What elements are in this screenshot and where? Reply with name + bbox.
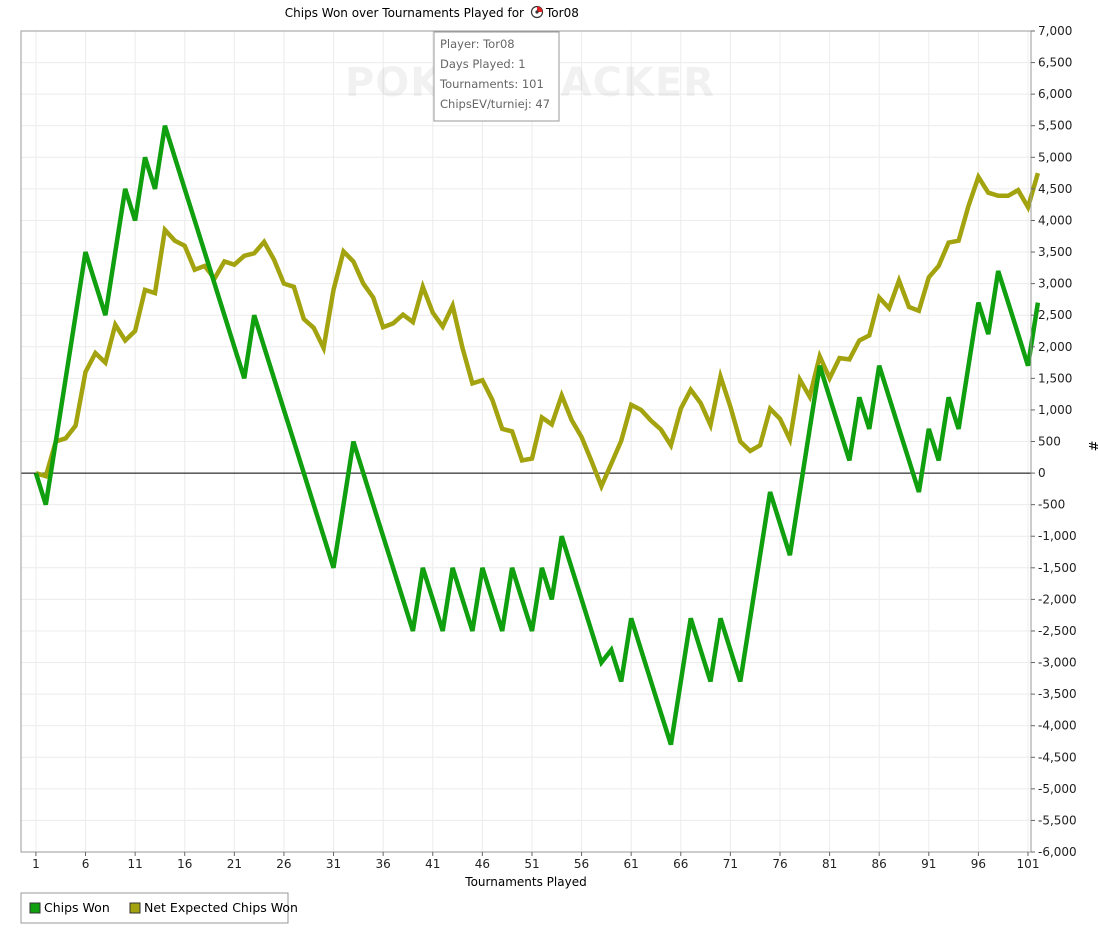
y-tick-label: -4,000 xyxy=(1038,719,1077,733)
y-tick-label: -1,000 xyxy=(1038,529,1077,543)
info-chipsev: ChipsEV/turniej: 47 xyxy=(440,97,550,111)
y-tick-label: 6,500 xyxy=(1038,56,1072,70)
legend-swatch-net-expected xyxy=(129,902,141,914)
chart-title: Chips Won over Tournaments Played for xyxy=(285,6,524,20)
x-tick-label: 41 xyxy=(425,857,440,871)
y-tick-label: 1,000 xyxy=(1038,403,1072,417)
series-lines xyxy=(33,125,1041,746)
y-tick-label: 7,000 xyxy=(1038,24,1072,38)
y-tick-label: 4,500 xyxy=(1038,182,1072,196)
x-tick-label: 51 xyxy=(524,857,539,871)
y-tick-label: 6,000 xyxy=(1038,87,1072,101)
y-tick-label: 4,000 xyxy=(1038,213,1072,227)
y-axis-label: # xyxy=(1085,441,1098,452)
y-tick-label: 5,500 xyxy=(1038,119,1072,133)
y-tick-label: 2,500 xyxy=(1038,308,1072,322)
info-box: Player: Tor08 Days Played: 1 Tournaments… xyxy=(433,31,560,122)
y-tick-label: -4,500 xyxy=(1038,750,1077,764)
x-axis: 1 6 11 16 21 26 31 36 41 46 51 56 61 66 71 76 81 86 91 96 10… xyxy=(32,852,1039,871)
x-tick-label: 86 xyxy=(872,857,887,871)
y-tick-label: 0 xyxy=(1038,466,1046,480)
y-tick-label: -5,000 xyxy=(1038,782,1077,796)
x-tick-label: 56 xyxy=(574,857,589,871)
y-tick-label: -3,500 xyxy=(1038,687,1077,701)
legend-label-chips-won: Chips Won xyxy=(44,900,110,915)
x-tick-label: 76 xyxy=(772,857,787,871)
y-tick-label: -1,500 xyxy=(1038,561,1077,575)
x-tick-label: 36 xyxy=(376,857,391,871)
y-tick-label: -3,000 xyxy=(1038,656,1077,670)
x-tick-label: 96 xyxy=(971,857,986,871)
x-tick-label: 31 xyxy=(326,857,341,871)
x-tick-label: 101 xyxy=(1017,857,1040,871)
info-days-played: Days Played: 1 xyxy=(440,57,526,71)
y-tick-label: 3,000 xyxy=(1038,277,1072,291)
y-tick-label: -6,000 xyxy=(1038,845,1077,859)
x-tick-label: 6 xyxy=(82,857,90,871)
legend: Chips Won Net Expected Chips Won xyxy=(20,892,298,924)
y-tick-label: -2,500 xyxy=(1038,624,1077,638)
y-tick-label: 5,000 xyxy=(1038,150,1072,164)
y-tick-label: -5,500 xyxy=(1038,813,1077,827)
poker-chip-icon xyxy=(530,5,544,19)
y-tick-label: -500 xyxy=(1038,498,1065,512)
chart-title-player: Tor08 xyxy=(545,6,579,20)
x-tick-label: 11 xyxy=(127,857,142,871)
x-tick-label: 46 xyxy=(475,857,490,871)
x-tick-label: 1 xyxy=(32,857,40,871)
legend-label-net-expected: Net Expected Chips Won xyxy=(144,900,298,915)
x-tick-label: 71 xyxy=(723,857,738,871)
x-axis-label: Tournaments Played xyxy=(464,875,586,889)
legend-swatch-chips-won xyxy=(29,902,41,914)
info-player: Player: Tor08 xyxy=(440,37,515,51)
y-tick-label: 500 xyxy=(1038,435,1061,449)
x-tick-label: 61 xyxy=(624,857,639,871)
x-tick-label: 26 xyxy=(276,857,291,871)
y-tick-label: -2,000 xyxy=(1038,592,1077,606)
x-tick-label: 81 xyxy=(822,857,837,871)
x-tick-label: 66 xyxy=(673,857,688,871)
x-tick-label: 91 xyxy=(921,857,936,871)
y-axis: -6,000 -5,500 -5,000 -4,500 -4,000 -3,500 -3,0… xyxy=(1031,24,1077,859)
series-line-net-expected xyxy=(35,171,1041,493)
info-tournaments: Tournaments: 101 xyxy=(439,77,544,91)
y-tick-label: 2,000 xyxy=(1038,340,1072,354)
y-tick-label: 3,500 xyxy=(1038,245,1072,259)
y-tick-label: 1,500 xyxy=(1038,371,1072,385)
x-tick-label: 16 xyxy=(177,857,192,871)
x-tick-label: 21 xyxy=(227,857,242,871)
series-line-chips-won xyxy=(33,125,1041,746)
